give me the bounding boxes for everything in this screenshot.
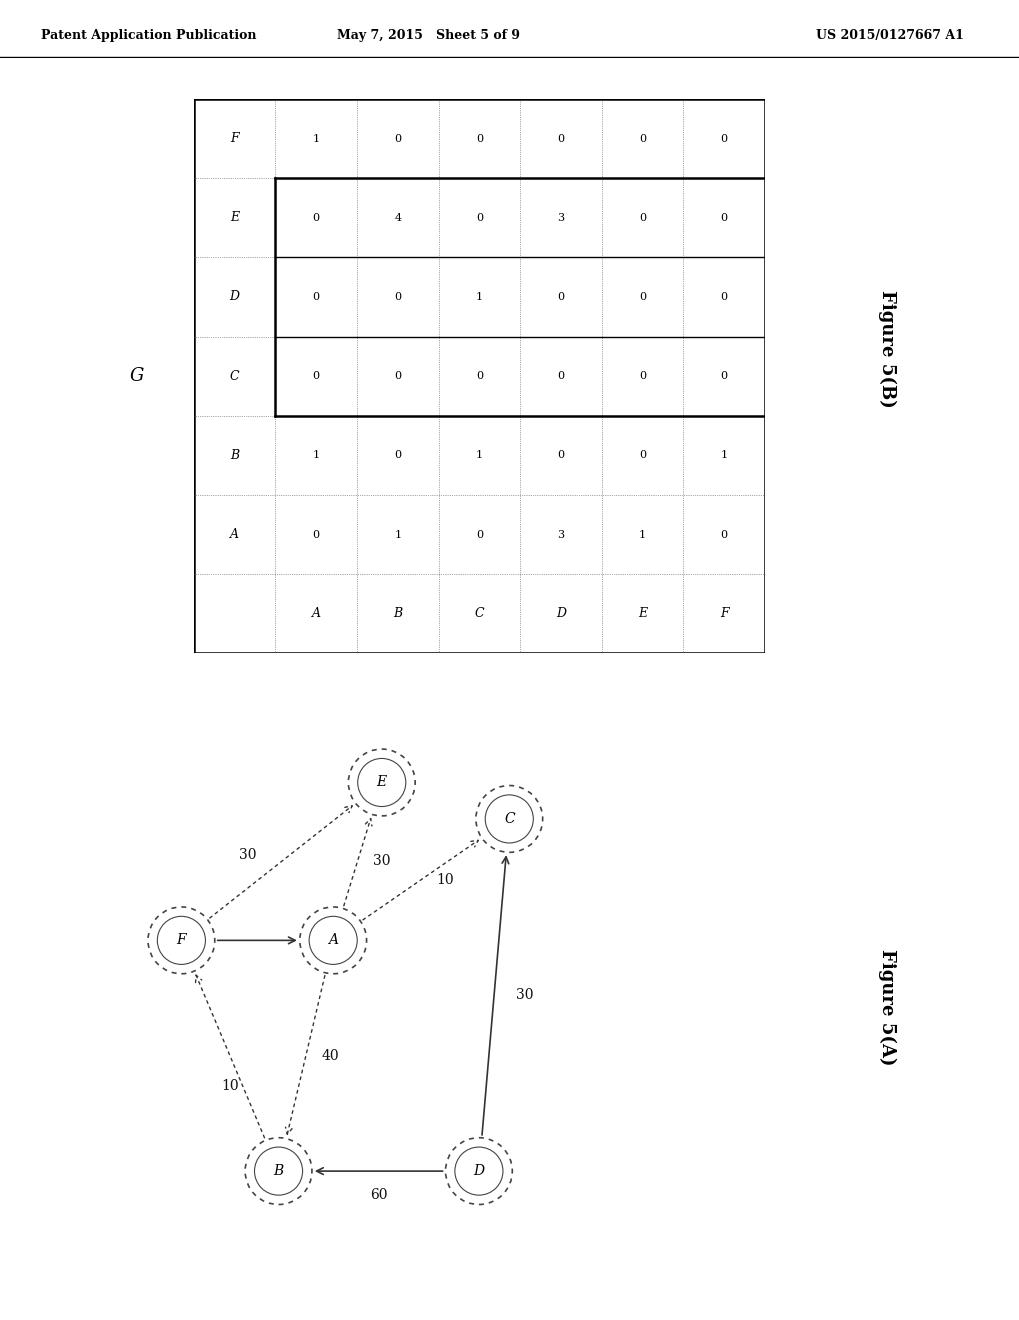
Text: C: C — [474, 607, 484, 620]
Text: 0: 0 — [720, 213, 727, 223]
Text: 0: 0 — [557, 292, 564, 302]
Text: 1: 1 — [313, 450, 319, 461]
Text: 0: 0 — [313, 213, 319, 223]
Text: D: D — [229, 290, 239, 304]
Text: 1: 1 — [313, 133, 319, 144]
Text: 30: 30 — [373, 854, 390, 869]
Circle shape — [255, 1147, 303, 1195]
Text: A: A — [230, 528, 238, 541]
Text: 3: 3 — [557, 213, 564, 223]
Text: F: F — [176, 933, 186, 948]
Circle shape — [485, 795, 533, 843]
Text: B: B — [230, 449, 238, 462]
Text: C: C — [229, 370, 239, 383]
Text: 1: 1 — [476, 450, 482, 461]
Text: 0: 0 — [639, 292, 645, 302]
Text: 0: 0 — [313, 371, 319, 381]
Text: G: G — [129, 367, 144, 385]
Text: Patent Application Publication: Patent Application Publication — [41, 29, 256, 42]
Text: 1: 1 — [720, 450, 727, 461]
Text: F: F — [230, 132, 238, 145]
Text: 10: 10 — [436, 873, 453, 887]
Text: 0: 0 — [557, 371, 564, 381]
Text: D: D — [555, 607, 566, 620]
Text: 0: 0 — [313, 292, 319, 302]
Text: 0: 0 — [557, 133, 564, 144]
Circle shape — [309, 916, 357, 965]
Text: Figure 5(B): Figure 5(B) — [877, 289, 896, 408]
Text: B: B — [393, 607, 401, 620]
Circle shape — [454, 1147, 502, 1195]
Text: 40: 40 — [321, 1048, 338, 1063]
Text: 0: 0 — [394, 450, 400, 461]
Text: 0: 0 — [720, 292, 727, 302]
Text: 30: 30 — [516, 987, 533, 1002]
Text: 0: 0 — [557, 450, 564, 461]
Text: 60: 60 — [370, 1188, 387, 1203]
Text: 0: 0 — [394, 133, 400, 144]
Text: 0: 0 — [639, 450, 645, 461]
Text: 4: 4 — [394, 213, 400, 223]
Text: 0: 0 — [720, 133, 727, 144]
Text: C: C — [503, 812, 515, 826]
Text: 0: 0 — [639, 133, 645, 144]
Text: 30: 30 — [239, 849, 257, 862]
Text: A: A — [312, 607, 320, 620]
Circle shape — [157, 916, 205, 965]
Text: US 2015/0127667 A1: US 2015/0127667 A1 — [815, 29, 963, 42]
Text: D: D — [473, 1164, 484, 1179]
Circle shape — [358, 759, 406, 807]
Text: E: E — [376, 775, 386, 789]
Text: 0: 0 — [313, 529, 319, 540]
Text: Figure 5(A): Figure 5(A) — [877, 949, 896, 1065]
Text: 1: 1 — [394, 529, 400, 540]
Text: 0: 0 — [394, 371, 400, 381]
Text: May 7, 2015   Sheet 5 of 9: May 7, 2015 Sheet 5 of 9 — [336, 29, 520, 42]
Text: 3: 3 — [557, 529, 564, 540]
Text: E: E — [230, 211, 238, 224]
Text: 0: 0 — [476, 529, 482, 540]
Text: A: A — [328, 933, 338, 948]
Text: 0: 0 — [639, 213, 645, 223]
Text: 1: 1 — [476, 292, 482, 302]
Text: 0: 0 — [476, 213, 482, 223]
Text: 10: 10 — [221, 1078, 238, 1093]
Text: 0: 0 — [476, 371, 482, 381]
Text: 0: 0 — [476, 133, 482, 144]
Text: 0: 0 — [720, 371, 727, 381]
Text: E: E — [638, 607, 646, 620]
Text: F: F — [719, 607, 728, 620]
Text: 0: 0 — [639, 371, 645, 381]
Text: 0: 0 — [720, 529, 727, 540]
Text: 0: 0 — [394, 292, 400, 302]
Text: B: B — [273, 1164, 283, 1179]
Text: 1: 1 — [639, 529, 645, 540]
